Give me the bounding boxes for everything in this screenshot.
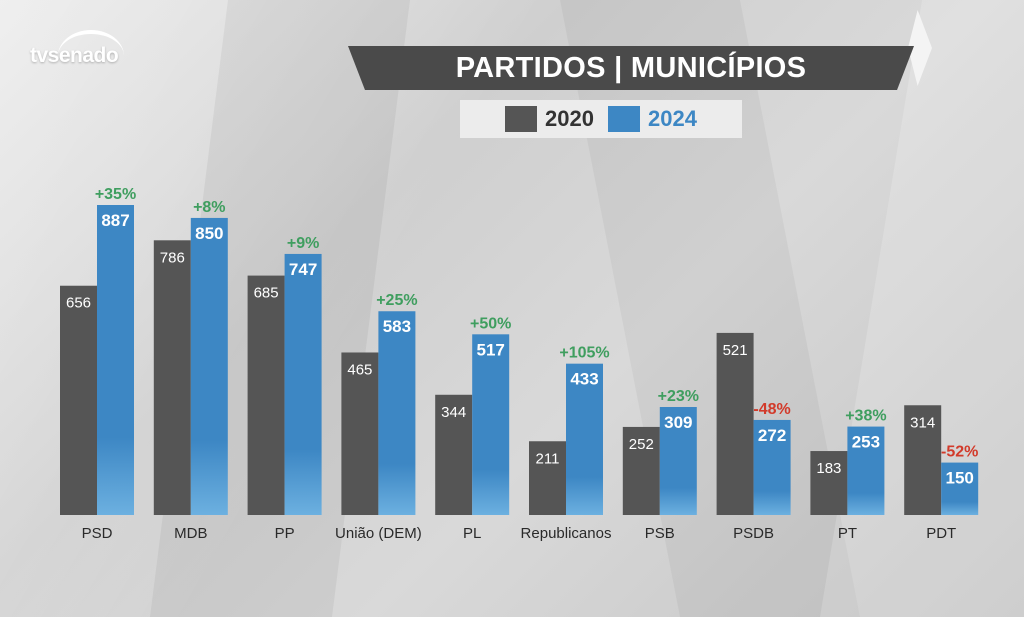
change-label: +23% [658, 388, 699, 405]
value-label-2020: 252 [629, 436, 654, 453]
bar-2024 [753, 419, 791, 515]
legend-swatch-2024 [608, 106, 640, 132]
value-label-2020: 521 [723, 342, 748, 359]
value-label-2024: 887 [101, 211, 129, 230]
change-label: +38% [845, 408, 886, 425]
bar-2024 [566, 363, 603, 515]
value-label-2024: 253 [852, 433, 880, 452]
bar-2020 [529, 441, 566, 515]
legend-label-2020: 2020 [545, 106, 594, 131]
legend-item-2020: 2020 [505, 106, 594, 132]
bar-2020 [810, 451, 848, 515]
category-label: PL [463, 525, 481, 542]
bar-2020 [341, 352, 379, 515]
change-label: +35% [95, 186, 136, 203]
value-label-2020: 183 [816, 460, 841, 477]
value-label-2020: 314 [910, 414, 935, 431]
legend-label-2024: 2024 [648, 106, 697, 131]
value-label-2024: 747 [289, 260, 317, 279]
bar-2024 [378, 311, 416, 515]
category-label: MDB [174, 525, 207, 542]
bar-2024 [97, 205, 134, 515]
value-label-2024: 272 [758, 426, 786, 445]
bar-2020 [60, 285, 97, 515]
bar-2020 [153, 240, 191, 515]
logo-arc-icon [58, 30, 124, 56]
change-label: +105% [559, 345, 609, 362]
chart-title: PARTIDOS | MUNICÍPIOS [455, 51, 807, 84]
change-label: +25% [376, 292, 417, 309]
value-label-2020: 685 [254, 285, 279, 302]
bar-2024 [941, 462, 979, 515]
value-label-2024: 150 [946, 469, 974, 488]
value-label-2024: 433 [570, 370, 598, 389]
change-label: +8% [193, 199, 225, 216]
legend-swatch-2020 [505, 106, 538, 132]
category-label: PSDB [733, 525, 774, 542]
value-label-2024: 309 [664, 413, 692, 432]
category-label: PSD [82, 525, 113, 542]
category-label: Republicanos [521, 525, 612, 542]
legend-item-2024: 2024 [608, 106, 697, 132]
value-label-2024: 850 [195, 224, 223, 243]
bar-2020 [622, 426, 660, 515]
change-label: +9% [287, 235, 319, 252]
bar-2024 [472, 334, 510, 515]
bar-2024 [284, 253, 322, 516]
change-label: -48% [753, 401, 790, 418]
category-label: PP [275, 525, 295, 542]
category-label: União (DEM) [335, 525, 422, 542]
value-label-2020: 465 [347, 361, 372, 378]
bar-2020 [716, 332, 754, 515]
bar-2024 [190, 217, 228, 516]
legend: 2020 2024 [460, 100, 742, 138]
bar-2024 [847, 426, 885, 515]
category-label: PDT [926, 525, 956, 542]
value-label-2020: 211 [536, 450, 560, 467]
change-label: -52% [941, 444, 978, 461]
change-label: +50% [470, 315, 511, 332]
category-label: PSB [645, 525, 675, 542]
category-label: PT [838, 525, 857, 542]
title-banner: PARTIDOS | MUNICÍPIOS [348, 46, 914, 90]
value-label-2020: 344 [441, 404, 466, 421]
tv-senado-logo: tvsenado [30, 44, 119, 67]
bar-2020 [904, 405, 942, 515]
value-label-2020: 656 [66, 295, 91, 312]
value-label-2024: 583 [383, 317, 411, 336]
value-label-2020: 786 [160, 249, 185, 266]
value-label-2024: 517 [477, 340, 505, 359]
bar-2020 [247, 275, 285, 515]
bar-2024 [659, 407, 697, 515]
bar-2020 [435, 394, 473, 515]
